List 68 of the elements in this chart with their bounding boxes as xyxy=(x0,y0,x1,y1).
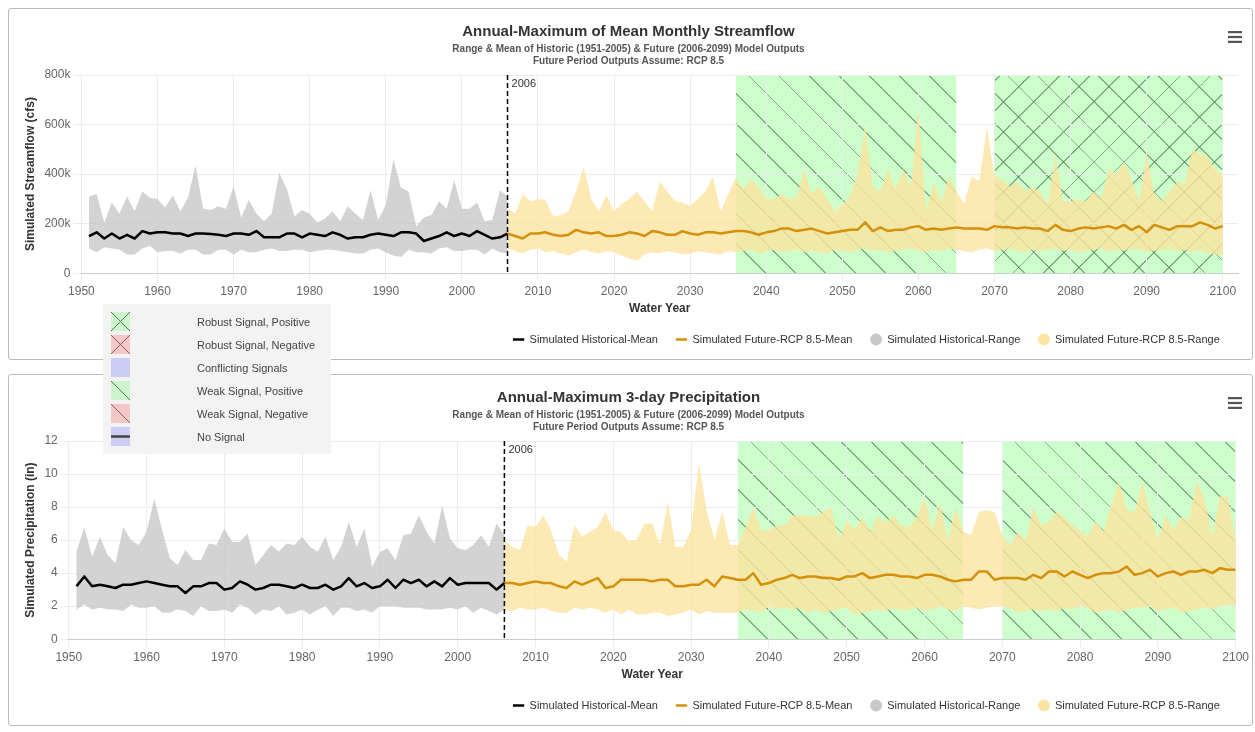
y-tick-label: 10 xyxy=(44,466,59,481)
x-tick-label: 1990 xyxy=(366,649,394,664)
x-tick-label: 2020 xyxy=(599,649,627,664)
x-tick-label: 2000 xyxy=(448,283,476,298)
x-tick-label: 1980 xyxy=(288,649,316,664)
x-tick-label: 2050 xyxy=(828,283,856,298)
ref-line-label: 2006 xyxy=(511,76,537,89)
x-tick-label: 2050 xyxy=(833,649,861,664)
legend-label: Simulated Future-RCP 8.5-Mean xyxy=(692,332,853,345)
legend-label: Simulated Future-RCP 8.5-Mean xyxy=(692,698,853,711)
chart-subtitle: Range & Mean of Historic (1951-2005) & Future (2006-2099) Model Outputs Future Period Outputs Assume: RCP 8.5 xyxy=(452,408,806,432)
y-tick-label: 200k xyxy=(44,215,72,230)
x-tick-label: 2060 xyxy=(911,649,939,664)
y-tick-label: 0 xyxy=(51,631,59,646)
legend-label: Simulated Future-RCP 8.5-Range xyxy=(1054,332,1220,345)
chart-title: Annual-Maximum of Mean Monthly Streamflow xyxy=(462,22,796,40)
annotation: No Signal xyxy=(197,430,245,443)
chart-title: Annual-Maximum 3-day Precipitation xyxy=(496,388,761,406)
x-tick-label: 1990 xyxy=(372,283,400,298)
legend-label: Simulated Historical-Range xyxy=(887,698,1021,711)
x-axis-title: Water Year xyxy=(629,301,691,316)
text: Weak Signal, Negative xyxy=(197,407,309,420)
x-tick-label: 2010 xyxy=(522,649,550,664)
y-tick-label: 8 xyxy=(51,499,59,514)
x-tick-label: 2090 xyxy=(1133,283,1161,298)
text: Robust Signal, Negative xyxy=(197,338,316,351)
y-tick-label: 2 xyxy=(51,598,59,613)
x-tick-label: 1980 xyxy=(296,283,324,298)
x-tick-label: 1970 xyxy=(220,283,248,298)
x-tick-label: 2070 xyxy=(981,283,1009,298)
y-tick-label: 4 xyxy=(51,565,59,580)
x-tick-label: 2040 xyxy=(752,283,780,298)
y-tick-label: 600k xyxy=(44,116,72,131)
x-tick-label: 1960 xyxy=(144,283,172,298)
text: Conflicting Signals xyxy=(197,361,288,374)
ref-line-label: 2006 xyxy=(508,442,533,455)
legend-label: Simulated Historical-Range xyxy=(887,332,1021,345)
y-axis-title: Simulated Streamflow (cfs) xyxy=(22,97,37,252)
y-tick-label: 12 xyxy=(44,433,59,448)
x-tick-label: 2070 xyxy=(988,649,1016,664)
x-tick-label: 2090 xyxy=(1144,649,1172,664)
x-tick-label: 2100 xyxy=(1222,649,1250,664)
text: Robust Signal, Positive xyxy=(197,315,311,328)
x-tick-label: 2000 xyxy=(444,649,472,664)
x-tick-label: 2080 xyxy=(1066,649,1094,664)
y-tick-label: 6 xyxy=(51,532,59,547)
x-tick-label: 2020 xyxy=(600,283,628,298)
x-tick-label: 2040 xyxy=(755,649,783,664)
x-tick-label: 2010 xyxy=(524,283,552,298)
text: Weak Signal, Positive xyxy=(197,384,304,397)
y-tick-label: 400k xyxy=(44,166,72,181)
x-tick-label: 1970 xyxy=(210,649,238,664)
x-tick-label: 2100 xyxy=(1209,283,1237,298)
y-axis-title: Simulated Precipitation (in) xyxy=(22,462,37,618)
y-tick-label: 0 xyxy=(63,265,71,280)
chart-subtitle: Range & Mean of Historic (1951-2005) & Future (2006-2099) Model Outputs Future Period Outputs Assume: RCP 8.5 xyxy=(452,42,806,66)
x-tick-label: 2060 xyxy=(905,283,933,298)
x-tick-label: 1950 xyxy=(68,283,96,298)
legend-label: Simulated Future-RCP 8.5-Range xyxy=(1054,698,1220,711)
x-tick-label: 2080 xyxy=(1057,283,1085,298)
x-axis-title: Water Year xyxy=(621,667,684,682)
legend-label: Simulated Historical-Mean xyxy=(529,332,658,345)
x-tick-label: 1960 xyxy=(133,649,161,664)
x-tick-label: 1950 xyxy=(55,649,83,664)
legend-label: Simulated Historical-Mean xyxy=(529,698,658,711)
x-tick-label: 2030 xyxy=(676,283,704,298)
x-tick-label: 2030 xyxy=(677,649,705,664)
y-tick-label: 800k xyxy=(44,67,72,82)
